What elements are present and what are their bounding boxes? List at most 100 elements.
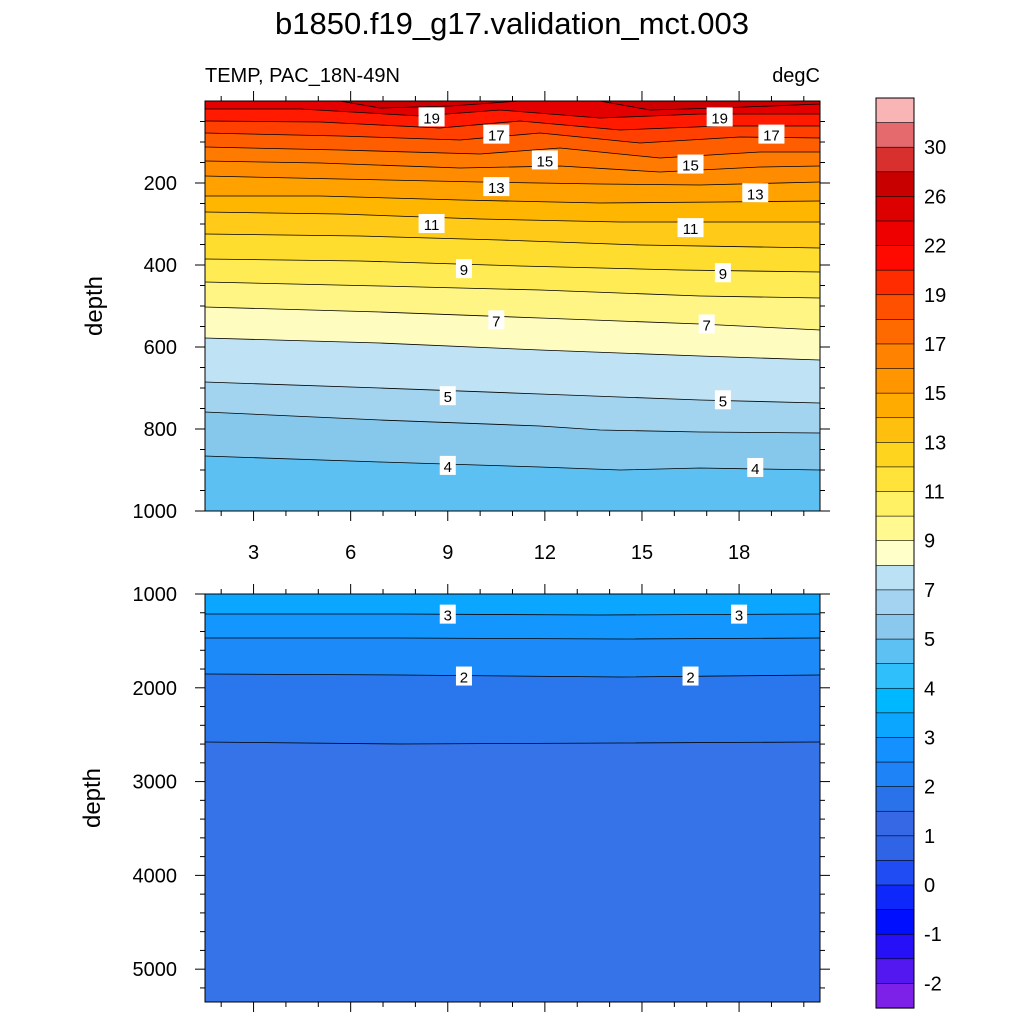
contour-band (205, 282, 820, 330)
contour-label-bg (483, 124, 510, 144)
contour-line (204, 233, 821, 249)
colorbar-box (875, 589, 915, 616)
contour-band (205, 594, 820, 615)
contour-band (205, 259, 820, 298)
colorbar-box (875, 860, 915, 886)
contour-label: 2 (686, 670, 694, 687)
contour-label: 7 (492, 313, 500, 330)
contour-band (205, 212, 820, 248)
colorbar-label: 5 (924, 629, 935, 651)
lower-y-axis-label: depth (79, 768, 106, 828)
colorbar-box (875, 245, 915, 271)
contour-label-bg (758, 124, 785, 144)
contour-label-bg (439, 604, 456, 624)
contour-label-bg (742, 183, 769, 203)
contour-label: 4 (444, 459, 452, 476)
contour-label: 11 (424, 217, 440, 234)
contour-line (205, 613, 821, 616)
contour-line (204, 411, 821, 434)
colorbar-box (875, 638, 915, 665)
contour-line (205, 637, 821, 640)
contour-label: 11 (683, 221, 699, 238)
colorbar-box (875, 122, 915, 148)
colorbar-box (875, 564, 915, 591)
colorbar-frame (875, 97, 915, 1009)
right-subtitle: degC (772, 65, 820, 87)
contour-label: 2 (460, 670, 468, 687)
contour-band (205, 614, 820, 639)
contour-label: 17 (488, 128, 505, 145)
contour-label-bg (747, 457, 764, 477)
colorbar-label: 2 (924, 777, 935, 799)
colorbar-box (875, 466, 915, 493)
colorbar-box (875, 687, 915, 714)
left-subtitle: TEMP, PAC_18N-49N (205, 65, 400, 87)
y-tick-label: 1000 (133, 584, 178, 606)
contour-label-bg (439, 455, 456, 475)
y-tick-label: 400 (144, 255, 177, 277)
colorbar-label: 13 (924, 432, 946, 454)
contour-label: 15 (682, 158, 699, 175)
axes: 200 400 600 800 1000 3 6 9 12 15 18 1000 2000 3000 400… (133, 91, 830, 1012)
colorbar-box (875, 171, 915, 197)
x-tick-label: 6 (345, 542, 356, 564)
contour-label-bg (698, 314, 715, 334)
colorbar-box (875, 540, 915, 566)
colorbar-box (875, 712, 915, 739)
contour-band (205, 161, 820, 185)
contour-label: 17 (763, 128, 780, 145)
colorbar-label: 3 (924, 727, 935, 749)
contour-line (205, 108, 820, 119)
colorbar-label: 26 (924, 186, 946, 208)
colorbar: 30 26 22 19 17 15 13 11 9 7 5 4 3 2 1 0 -1 -2 (875, 97, 946, 1009)
contour-line (204, 306, 821, 331)
contour-label: 13 (488, 180, 505, 197)
x-tick-label: 3 (248, 542, 259, 564)
y-tick-label: 2000 (133, 678, 178, 700)
x-tick-label: 18 (728, 542, 750, 564)
colorbar-label: 0 (924, 875, 935, 897)
contour-label-bg (418, 214, 445, 233)
colorbar-box (875, 417, 915, 443)
contour-line (204, 337, 821, 361)
colorbar-box (875, 220, 915, 247)
contour-label-bg (455, 666, 472, 686)
colorbar-label: 17 (924, 334, 946, 356)
contour-label-bg (731, 604, 748, 624)
contour-labels: 19 19 17 17 15 15 13 13 11 11 9 9 7 7 5 5 4 4 3 3 2 2 (418, 107, 785, 687)
contour-label: 9 (719, 266, 727, 283)
colorbar-box (875, 146, 915, 173)
colorbar-label: 1 (924, 826, 935, 848)
contour-band (205, 176, 820, 203)
upper-panel-fills (205, 101, 820, 511)
contour-label-bg (455, 259, 472, 279)
y-tick-label: 3000 (133, 772, 178, 794)
upper-y-axis-label: depth (81, 276, 108, 336)
contour-line (204, 160, 821, 173)
contour-label-bg (418, 107, 445, 127)
contour-band (205, 109, 820, 130)
colorbar-box (875, 319, 915, 345)
contour-label: 4 (751, 461, 759, 478)
colorbar-box (875, 663, 915, 689)
x-tick-label: 9 (442, 542, 453, 564)
contour-band (205, 742, 820, 1002)
contour-label-bg (677, 154, 704, 174)
contour-label: 19 (423, 110, 440, 127)
contour-line (204, 175, 821, 186)
colorbar-label: 30 (924, 137, 946, 159)
contour-label: 15 (537, 153, 554, 170)
contour-band (205, 307, 820, 360)
colorbar-box (875, 343, 915, 370)
colorbar-box (875, 368, 915, 394)
contour-label: 9 (460, 262, 468, 279)
colorbar-box (875, 933, 915, 960)
colorbar-box (875, 392, 915, 419)
contour-label: 13 (747, 186, 764, 203)
colorbar-label: 7 (924, 580, 935, 602)
contour-line (205, 195, 821, 204)
contour-label-bg (531, 150, 558, 170)
colorbar-box (875, 515, 915, 542)
contour-line (204, 455, 821, 471)
